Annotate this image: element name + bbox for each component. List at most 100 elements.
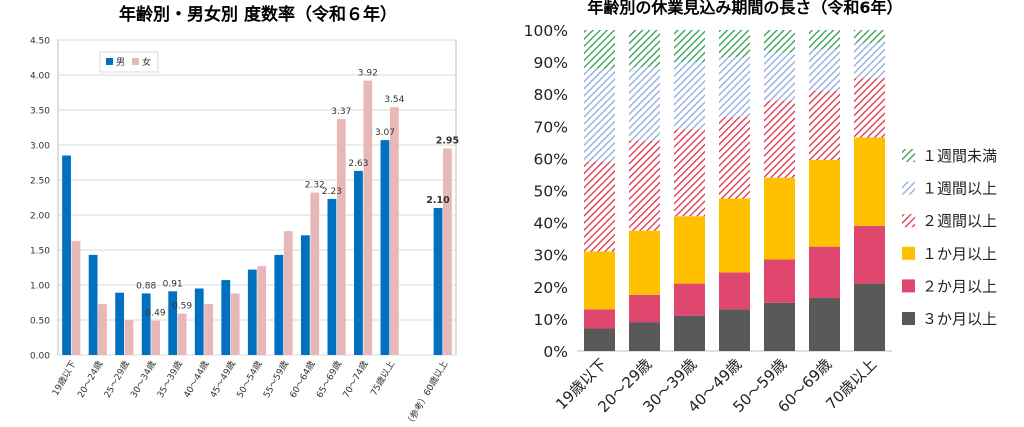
left-x-tick: 65～69歳 xyxy=(313,359,344,400)
right-y-tick: 30% xyxy=(534,247,568,265)
stack-segment xyxy=(629,322,660,351)
stack-segment xyxy=(584,309,615,329)
stack-segment xyxy=(854,78,885,138)
left-x-tick: 19歳以下 xyxy=(49,359,79,398)
bar-male xyxy=(194,288,204,355)
data-label: 3.54 xyxy=(384,95,404,105)
data-label: 0.88 xyxy=(136,281,156,291)
stack-segment xyxy=(629,140,660,231)
bar-female xyxy=(257,266,267,355)
stack-segment xyxy=(719,30,750,58)
left-y-tick: 2.50 xyxy=(30,177,50,187)
stack-segment xyxy=(584,30,615,69)
left-y-tick: 2.00 xyxy=(30,212,50,222)
left-x-tick: 55～59歳 xyxy=(260,359,291,400)
bar-male xyxy=(88,254,98,355)
legend-label: 男 xyxy=(116,57,125,68)
left-gridlines xyxy=(57,39,457,356)
legend-label: ３か月以上 xyxy=(922,310,997,328)
right-stacked-bars xyxy=(577,30,892,352)
left-bars xyxy=(62,80,452,355)
left-x-tick: 70～74歳 xyxy=(340,359,371,400)
stack-segment xyxy=(719,57,750,117)
stack-segment xyxy=(674,129,705,217)
right-y-tick: 50% xyxy=(534,183,568,201)
right-y-tick: 40% xyxy=(534,215,568,233)
left-x-tick: （参考）60歳以上 xyxy=(403,359,451,427)
legend-swatch xyxy=(902,181,915,195)
bar-male xyxy=(168,291,178,355)
stack-segment xyxy=(854,137,885,226)
bar-male xyxy=(247,269,257,355)
right-y-tick: 20% xyxy=(534,279,568,297)
left-chart-title: 年齢別・男女別 度数率（令和６年） xyxy=(119,4,397,25)
left-x-tick: 60～64歳 xyxy=(287,359,318,400)
stack-segment xyxy=(584,251,615,310)
stack-segment xyxy=(809,246,840,299)
bar-female xyxy=(336,119,346,355)
stack-segment xyxy=(674,315,705,351)
stack-segment xyxy=(629,66,660,141)
left-y-tick: 3.00 xyxy=(30,142,50,152)
bar-female xyxy=(71,240,81,355)
stack-segment xyxy=(719,272,750,310)
bar-female xyxy=(124,320,134,355)
legend-label: １か月以上 xyxy=(922,245,997,263)
left-legend: 男女 xyxy=(99,51,159,73)
legend-label: ２か月以上 xyxy=(922,277,997,295)
bar-male xyxy=(327,198,337,355)
stack-segment xyxy=(674,62,705,130)
left-y-tick: 0.00 xyxy=(30,352,50,362)
stack-segment xyxy=(809,298,840,351)
stack-segment xyxy=(809,49,840,91)
legend-box xyxy=(99,51,159,73)
stack-segment xyxy=(584,68,615,162)
left-x-tick: 50～54歳 xyxy=(234,359,265,400)
left-x-tick: 20～24歳 xyxy=(75,359,106,400)
stack-segment xyxy=(764,259,795,303)
right-legend: １週間未満 １週間以上 ２週間以上 １か月以上 ２か月以上 ３か月以上 xyxy=(902,147,997,328)
left-y-tick: 4.00 xyxy=(30,72,50,82)
data-label: 0.91 xyxy=(163,279,183,289)
stack-segment xyxy=(719,309,750,351)
right-chart: 年齢別の休業見込み期間の長さ（令和6年） 0% 10% 20% 30% 40% 50% 60… xyxy=(524,0,997,416)
legend-label: 女 xyxy=(142,56,151,68)
left-x-tick: 25～29歳 xyxy=(101,359,132,400)
stack-segment xyxy=(764,100,795,178)
right-y-tick: 60% xyxy=(534,150,568,168)
right-chart-title: 年齢別の休業見込み期間の長さ（令和6年） xyxy=(587,0,902,17)
left-chart: 年齢別・男女別 度数率（令和６年） 0.00 0.50 1.00 1.50 2.00 2.… xyxy=(30,4,459,427)
left-x-tick-labels: 19歳以下20～24歳25～29歳30～34歳35～39歳40～44歳45～49… xyxy=(49,359,450,427)
stack-segment xyxy=(854,225,885,284)
stack-segment xyxy=(629,294,660,323)
stack-segment xyxy=(764,52,795,101)
bar-male xyxy=(221,280,231,355)
stack-segment xyxy=(854,283,885,351)
bar-female xyxy=(98,303,107,355)
bar-female xyxy=(177,313,187,355)
stack-segment xyxy=(629,230,660,295)
data-label: 2.10 xyxy=(426,195,450,206)
left-y-tick-labels: 0.00 0.50 1.00 1.50 2.00 2.50 3.00 3.50 4.00 4.50 xyxy=(30,37,50,362)
legend-swatch xyxy=(902,214,915,228)
stack-segment xyxy=(809,160,840,247)
data-label: 2.95 xyxy=(436,136,459,147)
left-y-tick: 3.50 xyxy=(30,107,50,117)
legend-swatch xyxy=(902,246,915,260)
legend-label: １週間未満 xyxy=(922,147,997,165)
data-label: 2.32 xyxy=(305,181,325,191)
right-y-tick: 10% xyxy=(534,311,568,329)
left-x-tick: 30～34歳 xyxy=(128,359,159,400)
stack-segment xyxy=(764,302,795,351)
bar-male xyxy=(62,155,71,355)
right-y-tick-labels: 0% 10% 20% 30% 40% 50% 60% 70% 80% 90% 100% xyxy=(524,22,568,361)
legend-swatch xyxy=(106,58,113,65)
right-y-tick: 70% xyxy=(534,118,568,136)
bar-male xyxy=(300,235,310,355)
data-label: 0.49 xyxy=(146,309,166,319)
data-label: 0.59 xyxy=(172,302,192,312)
right-y-tick: 80% xyxy=(534,86,568,104)
data-label: 3.07 xyxy=(375,128,395,138)
